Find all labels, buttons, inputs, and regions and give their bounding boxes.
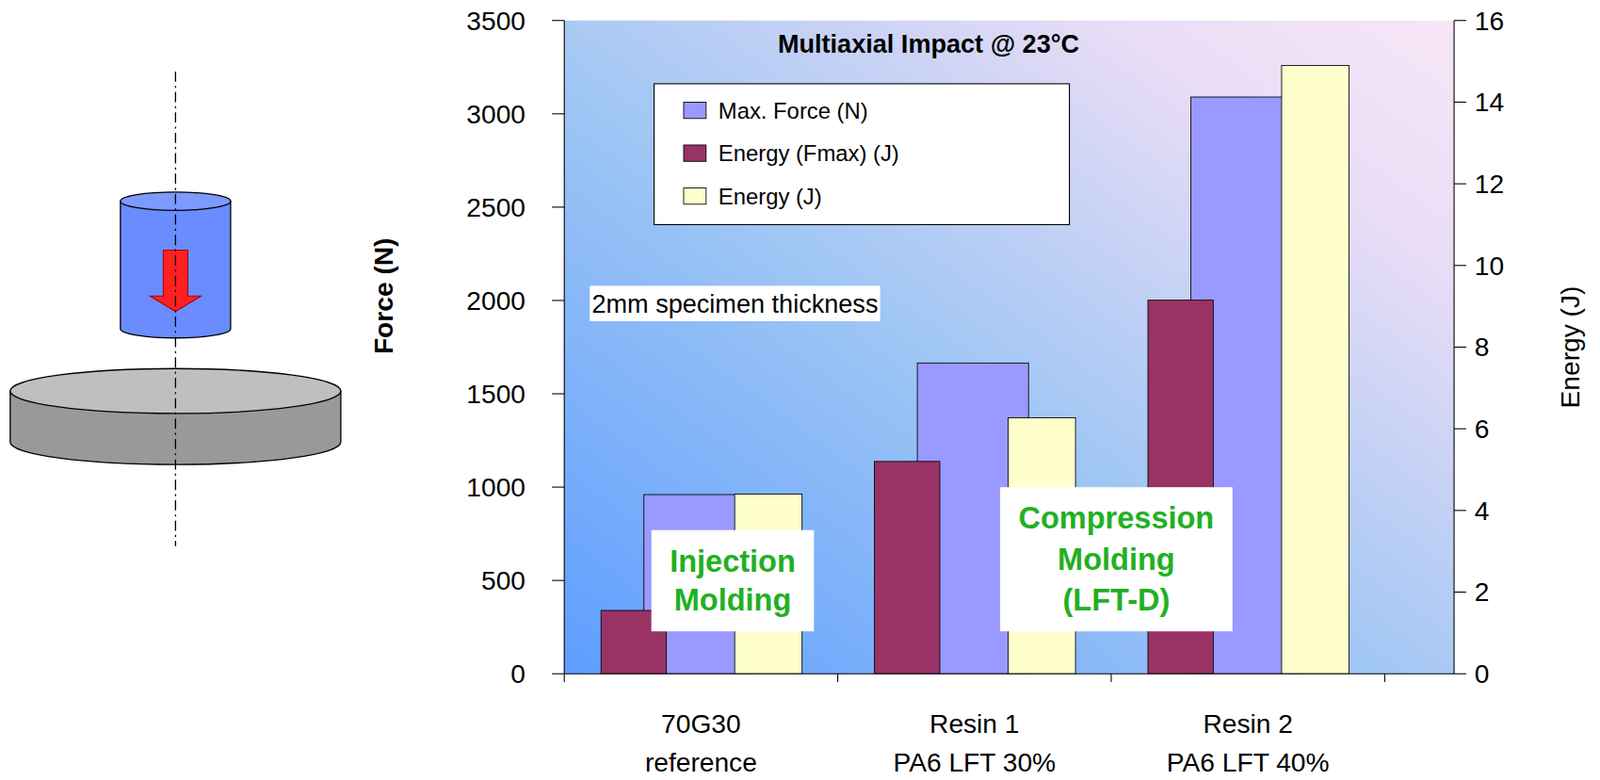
annotation: Compression Molding (LFT-D)	[1000, 486, 1233, 631]
y-tick-label: 1500	[466, 378, 526, 409]
y-tick-label: 2000	[466, 285, 526, 316]
annotation-bg	[651, 530, 815, 632]
x-tick-separator	[1110, 673, 1112, 682]
y-tick	[551, 299, 565, 301]
y2-tick	[1454, 591, 1467, 593]
y2-tick	[1454, 19, 1467, 21]
annotation: 2mm specimen thickness	[589, 285, 880, 322]
x-tick-label: 70G30 reference	[645, 708, 758, 777]
chart: 0 500 1000 1500 2000 2500 3000 3500 0 2 4 6 8 10 12 14 1…	[0, 0, 1600, 780]
text-line: Resin 2	[1202, 708, 1293, 739]
text-line: 2mm specimen thickness	[591, 289, 878, 319]
text-line: Molding	[674, 582, 792, 617]
x-tick-label: Resin 1 PA6 LFT 30%	[892, 708, 1056, 777]
legend-swatch	[683, 145, 707, 162]
legend-swatch	[683, 187, 707, 204]
x-tick-separator	[564, 673, 566, 682]
y-axis-title: Force (N)	[368, 238, 399, 356]
y2-tick-label: 16	[1474, 5, 1504, 36]
y-tick-label: 500	[481, 565, 526, 596]
text-line: Injection	[669, 544, 796, 579]
text-line: 70G30	[661, 708, 742, 739]
legend-label: Max. Force (N)	[718, 97, 869, 124]
y-tick	[551, 486, 565, 488]
y2-tick-label: 2	[1474, 576, 1490, 607]
axis-line	[175, 71, 177, 547]
bar	[874, 461, 940, 674]
y-tick	[551, 19, 565, 21]
y-tick-label: 3000	[466, 98, 526, 130]
x-tick-label: Resin 2 PA6 LFT 40%	[1166, 708, 1330, 777]
y2-tick	[1454, 428, 1467, 430]
plot-background	[564, 20, 1455, 674]
axes: 0 500 1000 1500 2000 2500 3000 3500 0 2 4 6 8 10 12 14 1…	[466, 5, 1504, 778]
y2-tick	[1454, 673, 1467, 675]
x-tick-separator	[1384, 673, 1386, 682]
annotation-bg	[1000, 486, 1233, 631]
y2-tick-label: 8	[1474, 331, 1490, 362]
y-tick-label: 0	[510, 658, 526, 689]
y2-tick-label: 0	[1474, 658, 1490, 689]
y-tick-label: 3500	[466, 5, 526, 36]
y-axis	[564, 20, 566, 674]
legend-label: Energy (J)	[718, 183, 823, 210]
legend-label: Energy (Fmax) (J)	[718, 140, 900, 166]
y-tick-label: 2500	[466, 192, 526, 223]
annotations: 2mm specimen thicknessInjectionMoldingCo…	[589, 285, 1232, 631]
y2-axis-title: Energy (J)	[1554, 286, 1585, 409]
y2-tick-label: 6	[1474, 413, 1490, 444]
annotation-text: Compression Molding (LFT-D)	[1018, 501, 1215, 617]
y2-tick-label: 10	[1474, 250, 1504, 281]
text-line: Resin 1	[929, 708, 1019, 739]
legend-box	[654, 83, 1070, 226]
text-line: PA6 LFT 40%	[1166, 746, 1330, 777]
y2-tick	[1454, 264, 1467, 266]
title: Multiaxial Impact @ 23°C	[777, 29, 1080, 59]
impact-diagram	[10, 71, 341, 547]
y2-tick-label: 4	[1474, 495, 1490, 526]
y-tick	[551, 673, 565, 675]
x-axis	[564, 673, 1455, 675]
y2-tick-label: 12	[1474, 168, 1504, 199]
text-line: Compression	[1018, 501, 1215, 535]
annotation: InjectionMolding	[651, 530, 815, 632]
bar	[1281, 64, 1350, 674]
annotation-bg	[589, 285, 880, 322]
x-tick-separator	[837, 673, 839, 682]
y-tick	[551, 206, 565, 208]
text-line: PA6 LFT 30%	[892, 746, 1056, 777]
text-line: reference	[645, 746, 758, 777]
y-tick	[551, 580, 565, 582]
text-line: Molding	[1057, 542, 1176, 577]
y2-tick	[1454, 346, 1467, 348]
legend: Max. Force (N) Energy (Fmax) (J) Energy (J…	[654, 83, 1070, 226]
annotation-text: InjectionMolding	[669, 544, 796, 617]
y-tick	[551, 392, 565, 394]
y-tick-label: 1000	[466, 471, 526, 502]
y2-tick	[1454, 509, 1467, 511]
y-tick	[551, 113, 565, 114]
text-line: (LFT-D)	[1063, 582, 1171, 617]
annotation-text: 2mm specimen thickness	[591, 289, 878, 319]
bars	[600, 64, 1349, 674]
y2-tick-label: 14	[1474, 86, 1504, 117]
y2-tick	[1454, 101, 1467, 103]
y2-tick	[1454, 183, 1467, 185]
legend-swatch	[683, 101, 707, 118]
